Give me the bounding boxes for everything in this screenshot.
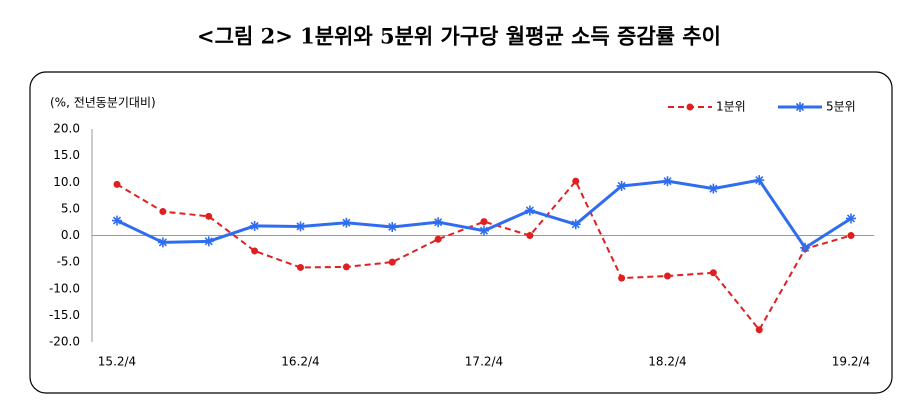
point bbox=[203, 236, 214, 247]
point bbox=[662, 176, 673, 187]
y-tick-label: 5.0 bbox=[61, 201, 80, 215]
point bbox=[113, 180, 121, 188]
point bbox=[572, 177, 580, 185]
marker-stroke bbox=[795, 102, 805, 112]
marker-stroke bbox=[479, 226, 489, 235]
y-tick-label: 15.0 bbox=[53, 148, 80, 162]
y-tick-label: -15.0 bbox=[49, 308, 80, 322]
point bbox=[295, 221, 306, 232]
point bbox=[112, 215, 122, 226]
y-tick-label: -10.0 bbox=[49, 281, 80, 295]
marker-stroke bbox=[617, 181, 626, 191]
y-axis-label: (%, 전년동분기대비) bbox=[50, 96, 156, 110]
series-line bbox=[116, 178, 852, 250]
point bbox=[709, 269, 717, 277]
point bbox=[433, 217, 444, 228]
point bbox=[479, 225, 489, 236]
x-tick-label: 19.2/4 bbox=[832, 355, 870, 369]
point bbox=[755, 326, 763, 334]
x-tick-label: 17.2/4 bbox=[465, 355, 503, 369]
point bbox=[524, 205, 535, 216]
marker-stroke bbox=[434, 218, 443, 227]
chart-frame bbox=[29, 71, 893, 394]
marker-stroke bbox=[571, 220, 580, 229]
point bbox=[434, 235, 442, 243]
point bbox=[251, 247, 259, 255]
y-tick-label: -20.0 bbox=[49, 335, 80, 349]
marker-stroke bbox=[112, 216, 122, 225]
point bbox=[341, 217, 352, 228]
y-tick-label: 10.0 bbox=[53, 175, 80, 189]
point bbox=[847, 232, 855, 239]
point bbox=[388, 258, 396, 266]
marker-stroke bbox=[250, 221, 259, 230]
marker-stroke bbox=[525, 206, 534, 215]
series-line bbox=[116, 179, 852, 332]
point bbox=[480, 218, 488, 226]
marker-stroke bbox=[342, 218, 351, 227]
chart-title: <그림 2> 1분위와 5분위 가구당 월평균 소득 증감률 추이 bbox=[197, 24, 721, 49]
y-tick-label: -5.0 bbox=[57, 255, 80, 269]
marker-stroke bbox=[709, 184, 718, 193]
marker-stroke bbox=[663, 177, 672, 186]
legend-marker bbox=[686, 103, 694, 111]
x-tick-label: 16.2/4 bbox=[281, 355, 319, 369]
point bbox=[570, 219, 581, 230]
point bbox=[618, 274, 626, 282]
legend-label: 5분위 bbox=[826, 100, 856, 114]
point bbox=[664, 272, 671, 280]
marker-stroke bbox=[296, 222, 305, 231]
point bbox=[297, 263, 304, 271]
point bbox=[708, 183, 719, 194]
point bbox=[616, 180, 627, 191]
x-tick-label: 18.2/4 bbox=[648, 355, 686, 369]
marker-stroke bbox=[846, 214, 856, 223]
point bbox=[387, 221, 398, 232]
marker-stroke bbox=[158, 238, 167, 247]
point bbox=[846, 213, 856, 224]
x-tick-label: 15.2/4 bbox=[98, 355, 136, 369]
legend-marker bbox=[795, 102, 805, 112]
marker-stroke bbox=[801, 243, 810, 252]
marker-stroke bbox=[204, 237, 213, 246]
point bbox=[157, 237, 168, 248]
point bbox=[205, 212, 213, 220]
point bbox=[526, 232, 534, 239]
point bbox=[249, 220, 260, 231]
point bbox=[754, 175, 765, 186]
marker-stroke bbox=[755, 176, 764, 185]
point bbox=[159, 208, 167, 216]
marker-stroke bbox=[388, 222, 397, 232]
y-tick-label: 20.0 bbox=[53, 122, 80, 136]
y-tick-label: 0.0 bbox=[61, 228, 80, 242]
legend-label: 1분위 bbox=[716, 100, 746, 114]
point bbox=[800, 242, 811, 253]
point bbox=[342, 263, 350, 271]
